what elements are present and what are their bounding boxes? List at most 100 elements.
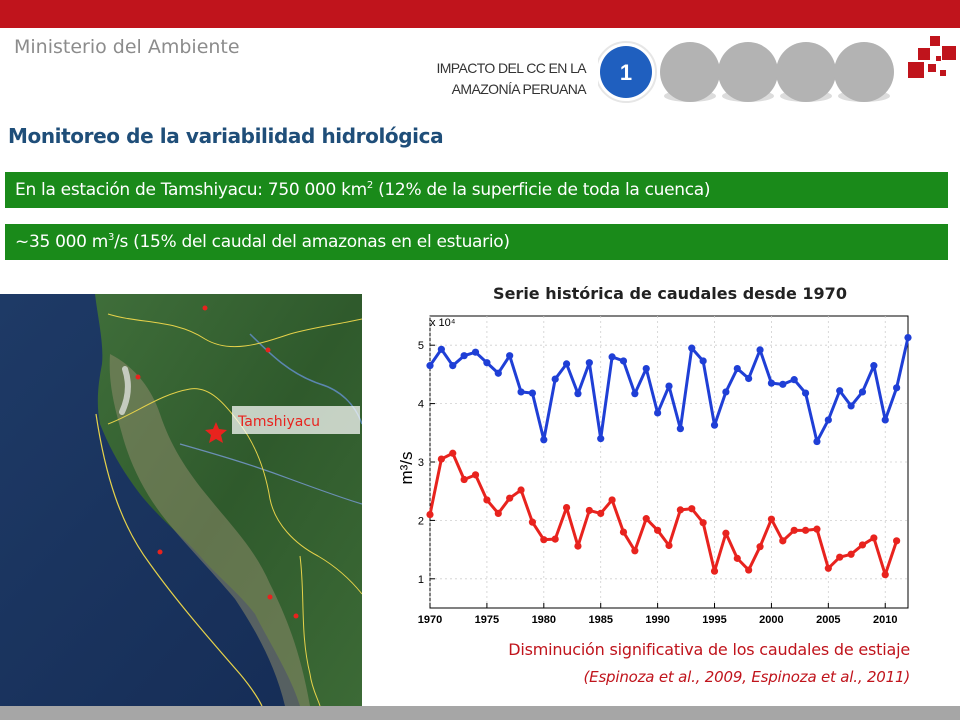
- data-point: [517, 388, 525, 396]
- info-bar-discharge-text: ~35 000 m: [15, 232, 108, 252]
- x-tick-label: 2010: [873, 614, 897, 626]
- border-line: [299, 555, 321, 706]
- satellite-map: Tamshiyacu: [0, 294, 362, 706]
- discharge-chart: 1970 1975 1980 1985 1990 1995 2000 2005 2010 1 2 3…: [397, 315, 912, 626]
- data-point: [449, 449, 457, 457]
- data-point: [574, 390, 582, 398]
- info-bar-area-tail: (12% de la superficie de toda la cuenca): [372, 180, 711, 200]
- data-point: [449, 362, 457, 370]
- data-point: [756, 346, 764, 354]
- data-point: [676, 425, 684, 433]
- x-tick-label: 1970: [418, 614, 442, 626]
- data-point: [847, 550, 855, 558]
- data-point: [608, 496, 616, 504]
- data-point: [483, 359, 491, 367]
- y-tick-label: 3: [418, 457, 424, 469]
- info-bar-discharge: ~35 000 m3/s (15% del caudal del amazona…: [5, 224, 948, 260]
- data-point: [699, 519, 707, 527]
- data-point: [733, 554, 741, 562]
- step-4[interactable]: [776, 42, 836, 102]
- data-point: [893, 384, 901, 392]
- x-tick-label: 1980: [532, 614, 556, 626]
- data-point: [688, 505, 696, 513]
- data-point: [494, 369, 502, 377]
- step-5[interactable]: [834, 42, 894, 102]
- data-point: [460, 352, 468, 360]
- y-axis: 1 2 3 4 5: [418, 340, 435, 586]
- data-point: [779, 537, 787, 545]
- y-tick-label: 2: [418, 515, 424, 527]
- data-point: [733, 364, 741, 373]
- data-point: [460, 475, 468, 484]
- city-marker: [157, 549, 163, 555]
- coastline: [95, 413, 263, 706]
- y-tick-label: 1: [418, 574, 424, 586]
- data-point: [631, 547, 639, 555]
- station-label: Tamshiyacu: [237, 414, 320, 430]
- border-line: [107, 313, 362, 348]
- data-point: [836, 387, 844, 395]
- data-point: [665, 382, 673, 390]
- data-point: [528, 518, 537, 526]
- x-tick-label: 1985: [588, 614, 612, 626]
- finding-text: Disminución significativa de los caudale…: [508, 640, 910, 659]
- data-point: [574, 542, 582, 550]
- ministry-name: Ministerio del Ambiente: [14, 36, 240, 58]
- data-point: [654, 409, 662, 417]
- data-point: [824, 416, 832, 424]
- info-bar-discharge-sup: 3: [108, 232, 115, 243]
- y-tick-label: 5: [418, 340, 424, 352]
- data-point: [654, 526, 662, 534]
- bottom-bar: [0, 706, 960, 720]
- step-1-label: 1: [620, 60, 632, 85]
- step-1[interactable]: 1: [598, 41, 657, 103]
- data-point: [722, 529, 730, 537]
- x-tick-label: 2005: [816, 614, 840, 626]
- section-heading-line-1: IMPACTO DEL CC EN LA: [436, 60, 586, 76]
- data-point: [471, 471, 480, 479]
- data-point: [858, 541, 867, 549]
- data-point: [756, 543, 764, 551]
- y-axis-label: m³/s: [397, 451, 416, 484]
- data-point: [642, 515, 650, 523]
- chart-title: Serie histórica de caudales desde 1970: [493, 284, 847, 303]
- data-point: [665, 541, 673, 550]
- data-point: [676, 506, 684, 514]
- data-point: [767, 379, 776, 387]
- info-bar-discharge-tail: /s (15% del caudal del amazonas en el es…: [114, 232, 510, 252]
- step-3[interactable]: [718, 42, 778, 102]
- data-point: [767, 515, 776, 523]
- data-point: [710, 567, 719, 575]
- data-point: [562, 360, 571, 368]
- info-bar-area: En la estación de Tamshiyacu: 750 000 km…: [5, 172, 948, 208]
- data-point: [619, 357, 628, 365]
- x-tick-label: 2000: [759, 614, 783, 626]
- data-point: [745, 566, 753, 574]
- data-point: [483, 496, 491, 504]
- station-label-box: [232, 406, 360, 434]
- y-multiplier: x 10⁴: [430, 317, 456, 329]
- info-bar-area-sup: 2: [366, 180, 373, 191]
- data-point: [506, 494, 514, 502]
- data-point: [426, 510, 434, 519]
- x-tick-label: 1995: [702, 614, 726, 626]
- step-2[interactable]: [660, 42, 720, 102]
- data-point: [494, 509, 502, 517]
- section-heading-line-2: AMAZONÍA PERUANA: [451, 81, 587, 97]
- page-title: Monitoreo de la variabilidad hidrológica: [8, 124, 444, 148]
- data-point: [893, 537, 901, 545]
- city-marker: [293, 613, 299, 619]
- data-point: [597, 509, 605, 517]
- data-point: [790, 376, 798, 384]
- data-point: [551, 535, 559, 543]
- data-point: [540, 536, 548, 544]
- andes-range: [109, 354, 310, 706]
- data-point: [426, 362, 434, 370]
- data-point: [904, 334, 912, 342]
- data-point: [437, 345, 445, 353]
- data-point: [722, 388, 730, 396]
- land-mass: [95, 294, 362, 706]
- cloud: [119, 366, 131, 415]
- citation-text: (Espinoza et al., 2009, Espinoza et al.,…: [583, 668, 911, 686]
- x-axis: 1970 1975 1980 1985 1990 1995 2000 2005 2010: [418, 603, 897, 626]
